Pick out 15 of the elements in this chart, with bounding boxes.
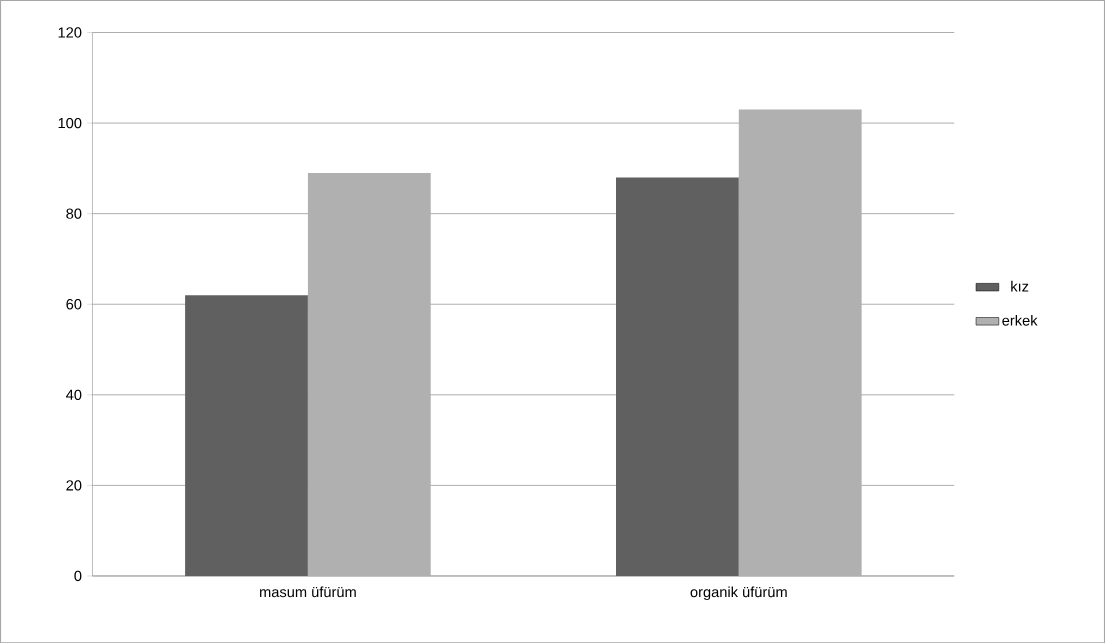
legend-label: erkek (1002, 314, 1038, 326)
bar (185, 294, 308, 576)
legend-label: kız (1011, 280, 1029, 292)
y-tick-label: 20 (66, 480, 82, 491)
bar (307, 172, 431, 576)
y-tick-label: 40 (66, 389, 82, 400)
y-tick-label: 100 (58, 117, 82, 129)
x-tick-label: masum üfürüm (260, 586, 356, 597)
y-tick-label: 0 (74, 570, 82, 581)
bar (738, 109, 862, 576)
x-tick-label: organik üfürüm (690, 586, 787, 600)
y-tick-label: 120 (58, 27, 82, 38)
y-tick-label: 60 (66, 298, 82, 310)
y-tick-label: 80 (66, 208, 82, 219)
bar (616, 177, 739, 576)
